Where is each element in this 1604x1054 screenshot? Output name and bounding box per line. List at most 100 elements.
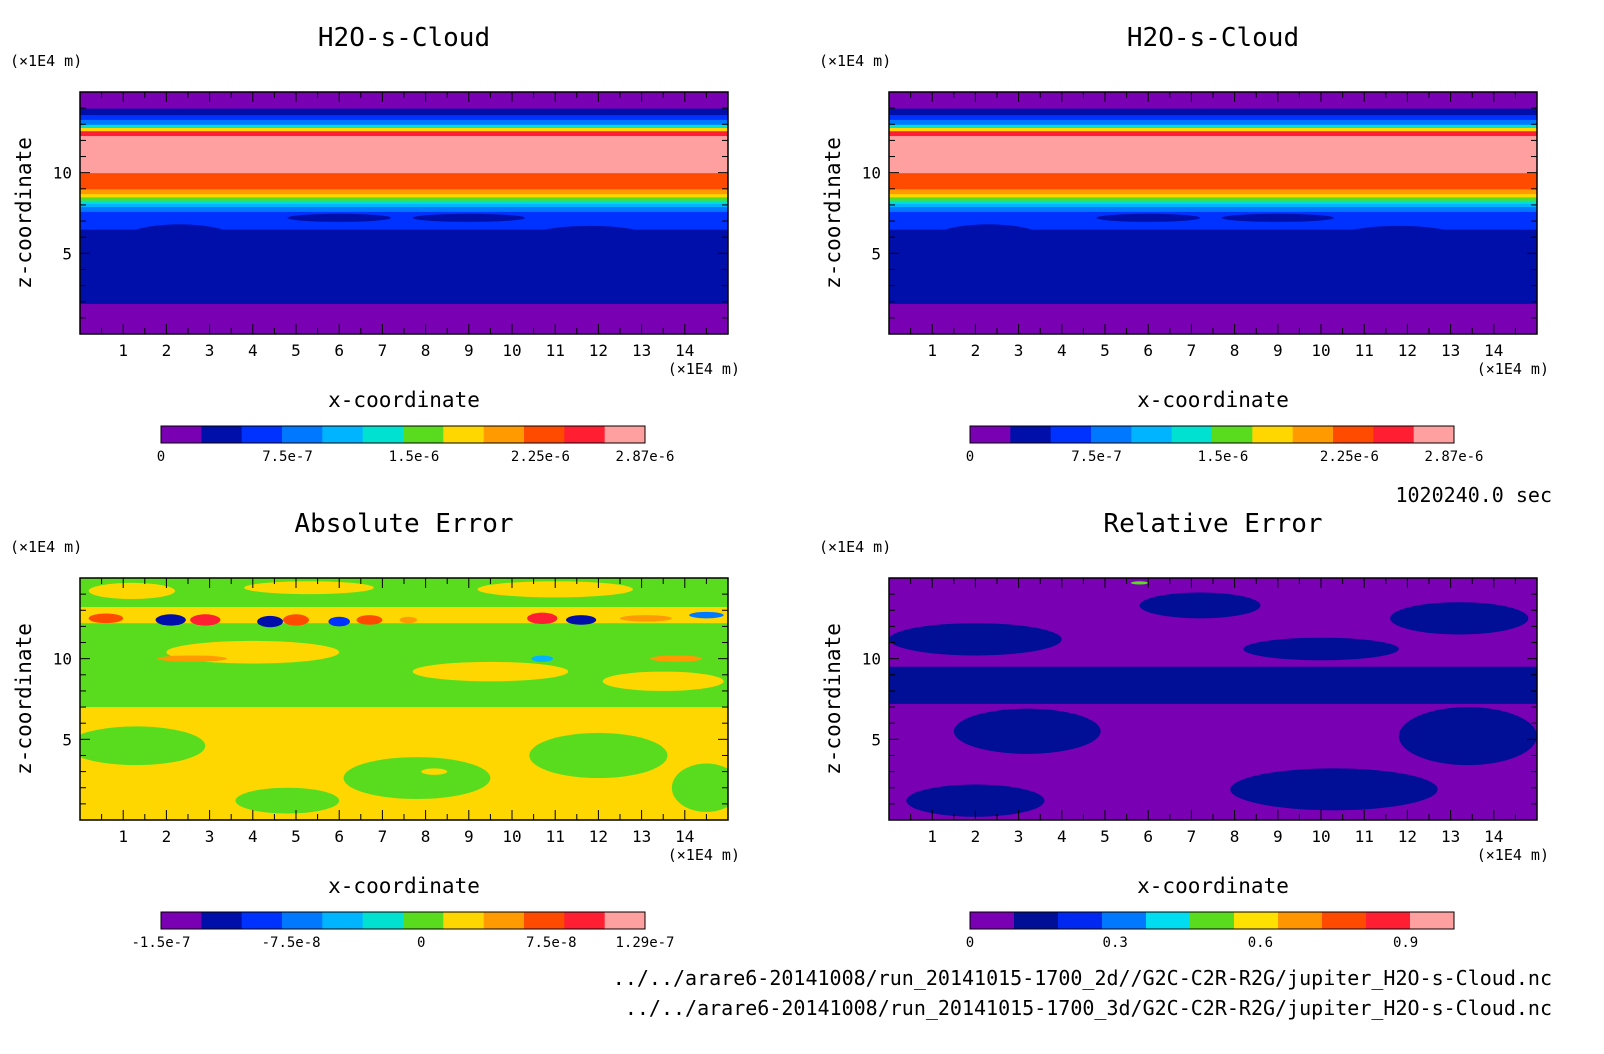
contour-region [399,616,417,624]
contour-band [80,200,728,204]
colorbar-swatch [564,426,606,443]
x-tick-label: 11 [546,341,565,360]
contour-band [1333,225,1464,252]
y-axis-label: z-coordinate [821,623,845,775]
colorbar-frame [969,425,1455,444]
colorbar-swatch [282,426,323,443]
y-axis-label: z-coordinate [12,137,36,289]
x-tick-label: 2 [162,827,172,846]
contour-band [80,188,728,195]
x-tick-label: 9 [1273,341,1283,360]
y-tick-label: 10 [53,164,72,183]
y-tick-label: 5 [62,244,72,263]
time-readout: 1020240.0 sec [1395,483,1552,507]
y-unit-label: (×1E4 m) [819,52,891,70]
colorbar-swatch [1413,426,1455,443]
colorbar-label: 2.87e-6 [615,449,674,465]
contour-band [889,135,1537,174]
colorbar-swatch [1102,912,1147,929]
colorbar-label: 1.5e-6 [1198,449,1249,465]
file-path-2d: ../../arare6-20141008/run_20141015-1700_… [612,966,1552,990]
colorbar-label: 2.87e-6 [1424,449,1483,465]
colorbar-swatch [443,912,485,929]
x-tick-label: 8 [421,827,431,846]
x-unit-label: (×1E4 m) [1477,360,1549,378]
x-tick-label: 3 [1014,827,1024,846]
file-path-3d: ../../arare6-20141008/run_20141015-1700_… [624,996,1552,1020]
contour-region [1230,768,1438,811]
contour-region [529,732,668,779]
colorbar-label: -7.5e-8 [262,935,321,951]
contour-band [889,119,1537,125]
y-axis-label: z-coordinate [821,137,845,289]
contour-band [80,114,728,120]
colorbar-label: 0 [966,449,974,465]
colorbar-swatch [241,912,283,929]
x-tick-label: 11 [546,827,565,846]
x-tick-label: 6 [1143,341,1153,360]
x-tick-label: 4 [248,827,258,846]
contour-region [1130,581,1149,585]
contour-band [80,135,728,174]
colorbar-swatch [1091,426,1132,443]
colorbar-swatch [483,426,525,443]
contour-region [1398,707,1537,766]
colorbar: 0 0.3 0.6 0.9 [966,911,1455,951]
x-axis-label: x-coordinate [328,874,480,898]
contour-band [80,206,728,212]
y-unit-label: (×1E4 m) [10,538,82,556]
y-tick-label: 10 [53,650,72,669]
x-tick-label: 14 [675,341,694,360]
contour-region [477,581,633,598]
contour-band [889,200,1537,204]
contour-band [889,193,1537,198]
contour-region [356,615,383,625]
x-tick-label: 9 [464,827,474,846]
x-tick-label: 7 [1187,341,1197,360]
contour-region [283,614,309,626]
contour-band [1087,232,1278,255]
contour-region [527,612,558,624]
colorbar-swatch [970,912,1015,929]
colorbar-swatch [1190,912,1235,929]
contour-band [889,206,1537,212]
contour-region [190,614,221,626]
contour-field [80,92,728,334]
x-tick-label: 13 [632,341,651,360]
contour-region [88,582,176,599]
colorbar-frame [969,911,1455,930]
colorbar-swatch [362,912,404,929]
contour-band [80,108,728,116]
contour-region [602,671,724,691]
colorbar-label: 0 [966,935,974,951]
colorbar-swatch [564,912,606,929]
contour-band [889,108,1537,116]
x-tick-label: 6 [334,827,344,846]
x-axis-label: x-coordinate [1137,874,1289,898]
contour-region [257,615,284,628]
x-tick-label: 11 [1355,827,1374,846]
contour-field [80,578,728,820]
colorbar-frame [160,425,646,444]
contour-region [566,615,597,625]
x-tick-label: 7 [378,827,388,846]
colorbar-swatch [1278,912,1323,929]
y-tick-label: 10 [862,650,881,669]
colorbar-swatch [1292,426,1334,443]
contour-field [889,578,1537,820]
colorbar-swatch [1333,426,1374,443]
colorbar-swatch [1014,912,1059,929]
contour-region [689,611,724,619]
colorbar-label: 0 [157,449,165,465]
x-tick-label: 13 [632,827,651,846]
contour-band [80,124,728,128]
x-axis-label: x-coordinate [1137,388,1289,412]
contour-region [1139,592,1261,619]
x-tick-label: 6 [1143,827,1153,846]
y-axis-label: z-coordinate [12,623,36,775]
contour-band [889,124,1537,128]
x-tick-label: 5 [1100,341,1110,360]
x-tick-label: 12 [1398,827,1417,846]
x-tick-label: 8 [1230,341,1240,360]
contour-region [906,784,1045,817]
